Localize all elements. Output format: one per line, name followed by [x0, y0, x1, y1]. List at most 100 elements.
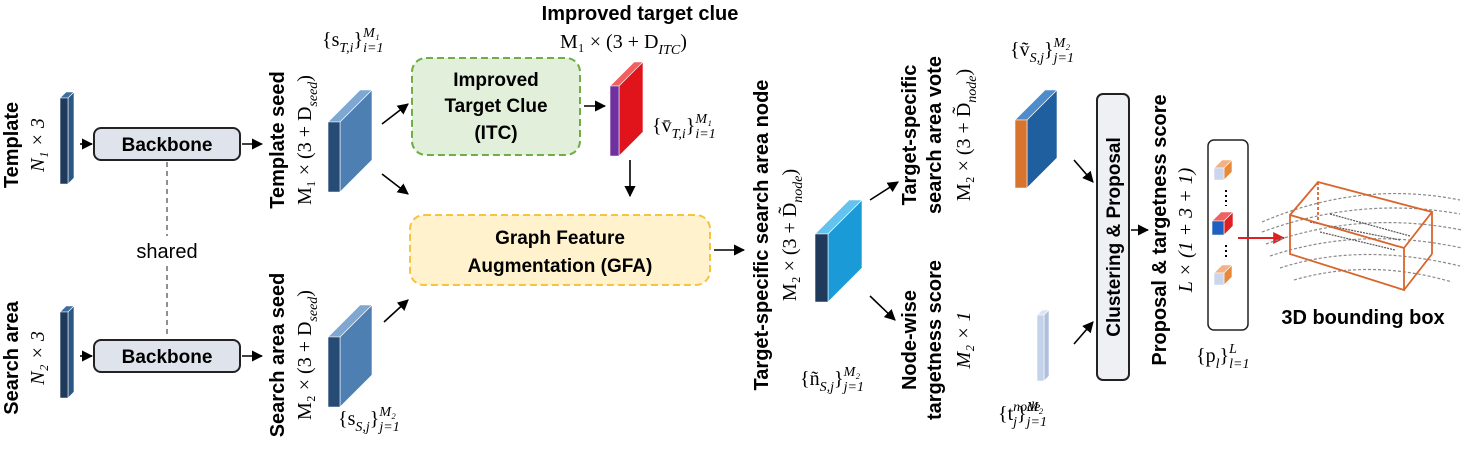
block-front: [59, 97, 69, 185]
formula-part: j: [1011, 415, 1017, 430]
block-side: [67, 305, 75, 399]
template-label: Template: [1, 102, 23, 188]
template-seed-dims: M₁ × (3 + Dseed): [294, 75, 321, 205]
itc-output-dims: M₁ × (3 + DITC): [560, 31, 687, 58]
formula-part: j=1: [377, 420, 399, 435]
formula-part: M₂: [843, 365, 861, 380]
block-front: [1211, 220, 1225, 236]
shared-label: shared: [136, 241, 197, 263]
formula-part: {p: [1196, 345, 1216, 367]
gfa-text: Augmentation (GFA): [468, 256, 653, 277]
backbone-label: Backbone: [122, 135, 213, 156]
score-label: Node-wise: [899, 290, 921, 390]
block-front: [327, 121, 341, 193]
itc-text: (ITC): [474, 123, 517, 144]
formula-part: ): [680, 31, 687, 53]
clustering-text: Clustering & Proposal: [1104, 137, 1125, 337]
block-front: [1213, 272, 1225, 286]
formula-part: ): [294, 75, 316, 82]
search-seed-set: {sS,j}M₂ j=1: [338, 405, 400, 435]
formula-part: i=1: [363, 41, 383, 56]
formula-part: }: [370, 408, 380, 430]
backbone-box: [93, 127, 241, 161]
search-area-label: Search area: [1, 300, 23, 414]
formula-part: M₁: [694, 112, 712, 127]
formula-part: M₂: [1053, 36, 1071, 51]
itc-text: Target Clue: [444, 96, 547, 117]
itc-output-label: Improved target clue: [542, 3, 739, 25]
formula-part: node: [965, 76, 980, 103]
score-set: {tnode j}M₂ j=1: [998, 400, 1047, 430]
formula-part: }: [354, 29, 364, 51]
proposal-set: {pl}L l=1: [1196, 342, 1249, 372]
itc-box: [411, 57, 581, 156]
block-front: [1036, 314, 1045, 382]
template-seed-set: {sT,i}M₁ i=1: [322, 26, 383, 56]
formula-part: node: [1013, 400, 1040, 415]
point-cloud: [1261, 192, 1463, 283]
formula-part: M₂: [1026, 400, 1044, 415]
formula-part: }: [1017, 403, 1027, 425]
vote-dims: M₂ × (3 + D̃node): [951, 69, 980, 201]
block-front: [814, 233, 829, 303]
formula-part: i=1: [695, 127, 715, 142]
vote-label: Target-specific: [899, 65, 921, 206]
block-front: [609, 85, 620, 157]
formula-part: j=1: [842, 380, 864, 395]
block-front: [59, 311, 69, 399]
template-dims: N₁ × 3: [27, 118, 49, 173]
backbone-box: [93, 339, 241, 373]
formula-part: ITC: [657, 43, 680, 58]
itc-output-set: {v̄T,i}M₁ i=1: [652, 112, 716, 142]
formula-part: M₁ × (3 + D: [560, 31, 658, 53]
vote-set: {ṽS,j}M₂ j=1: [1010, 36, 1074, 66]
proposal-dims: L × (1 + 3 + 1): [1175, 167, 1197, 293]
template-seed-label: Template seed: [267, 71, 289, 208]
formula-part: j=1: [1052, 51, 1074, 66]
formula-part: seed: [306, 296, 321, 322]
formula-part: l: [1216, 357, 1220, 372]
block-front: [327, 336, 341, 408]
formula-part: l=1: [1229, 357, 1249, 372]
formula-part: {s: [338, 408, 356, 430]
formula-part: {ñ: [800, 368, 820, 390]
formula-part: {s: [322, 29, 340, 51]
formula-part: }: [686, 115, 696, 137]
search-seed-label: Search area seed: [267, 273, 289, 438]
node-dims: M₂ × (3 + D̃node): [777, 169, 806, 301]
formula-part: M₂ × (3 + D̃: [777, 203, 801, 301]
formula-part: S,j: [355, 420, 370, 435]
block-front: [1213, 167, 1225, 181]
formula-part: M₁ × (3 + D: [294, 107, 316, 205]
formula-part: {ṽ: [1010, 39, 1030, 61]
formula-part: M₂ × (3 + D: [294, 322, 316, 420]
node-set: {ñS,j}M₂ j=1: [800, 365, 864, 395]
formula-part: }: [834, 368, 844, 390]
search-seed-dims: M₂ × (3 + Dseed): [294, 290, 321, 420]
node-label: Target-specific search area node: [751, 80, 773, 391]
formula-part: M₂ × (3 + D̃: [951, 103, 975, 201]
gfa-box: [409, 214, 711, 286]
block-front: [1014, 119, 1028, 189]
formula-part: node: [791, 176, 806, 203]
bounding-box: [1289, 180, 1434, 292]
formula-part: L: [1228, 342, 1237, 357]
block-side: [67, 91, 75, 185]
formula-part: seed: [306, 81, 321, 107]
formula-part: T,i: [672, 127, 686, 142]
itc-text: Improved: [453, 70, 539, 91]
formula-part: S,j: [1030, 51, 1045, 66]
clustering-box: [1096, 93, 1130, 381]
formula-part: {v̄: [652, 115, 672, 137]
arrows: [80, 100, 1150, 362]
formula-part: T,i: [339, 41, 353, 56]
output-label: 3D bounding box: [1281, 307, 1444, 329]
backbone-label: Backbone: [122, 347, 213, 368]
formula-part: S,j: [820, 380, 835, 395]
formula-part: }: [1044, 39, 1054, 61]
block-side: [1043, 309, 1050, 382]
vote-label: search area vote: [924, 56, 946, 214]
formula-part: ): [953, 69, 975, 76]
formula-part: M₁: [362, 26, 380, 41]
